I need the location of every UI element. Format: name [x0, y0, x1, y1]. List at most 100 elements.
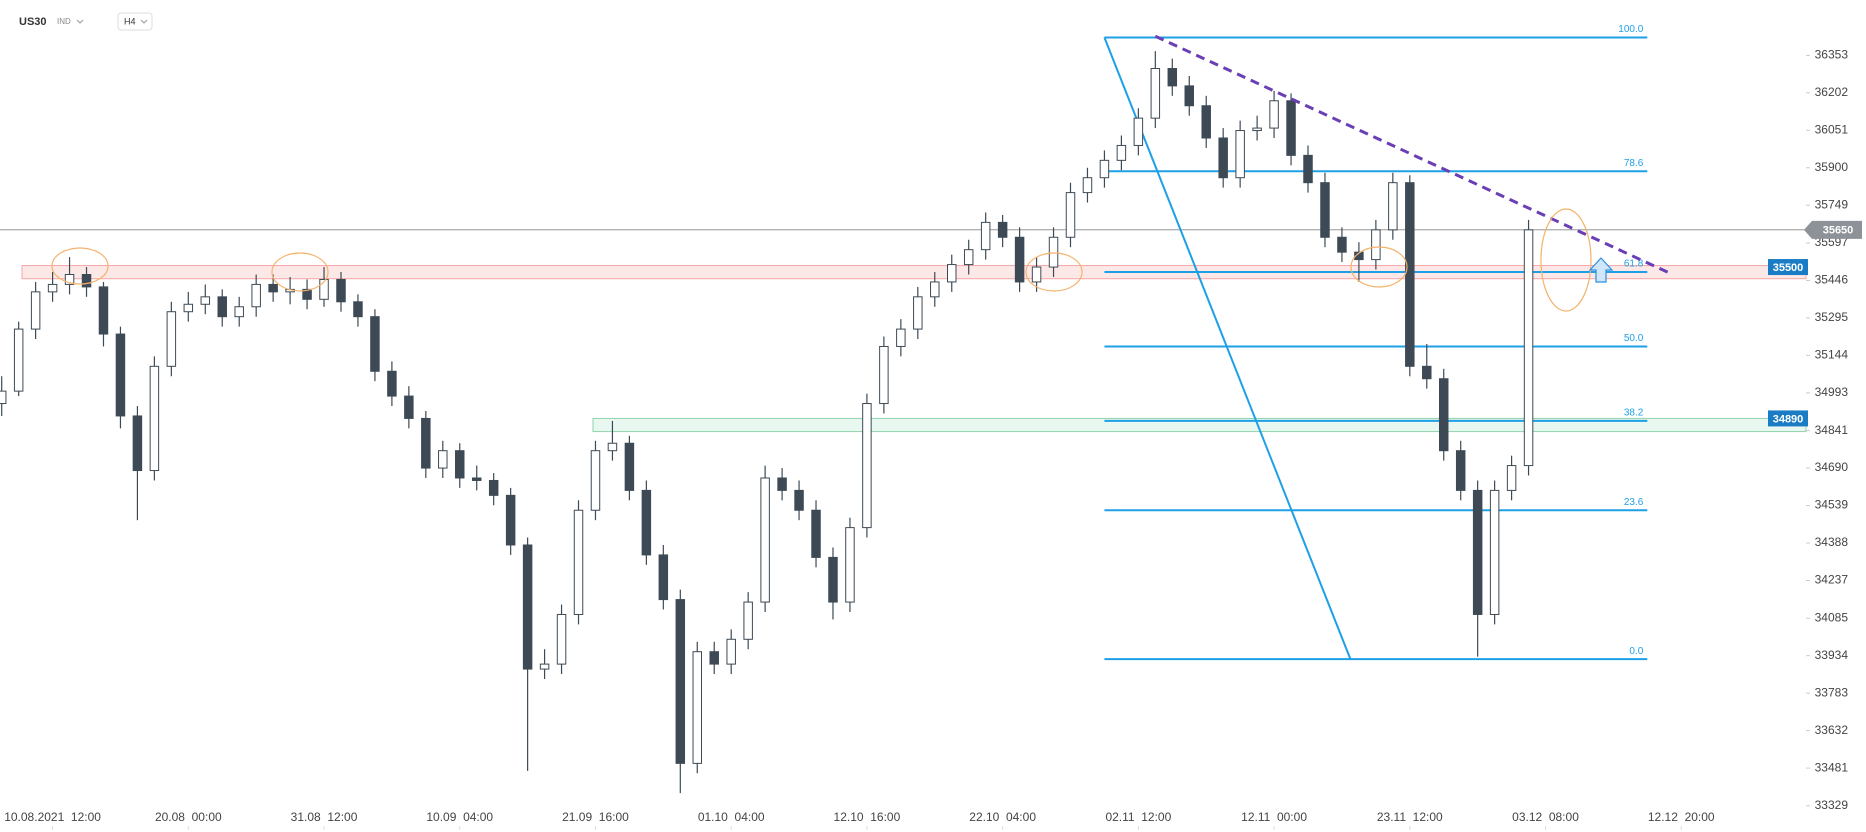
candle-body: [1455, 450, 1466, 491]
x-tick-label: 21.09 16:00: [562, 810, 629, 824]
fib-label: 78.6: [1624, 158, 1644, 169]
candle-body: [319, 278, 329, 300]
fib-layer: 100.0 78.6 61.8 50.0 38.2 23.6 0.0: [1103, 24, 1648, 661]
candle-body: [115, 333, 126, 417]
candle-body: [234, 306, 244, 318]
y-tick-label: 34237: [1815, 573, 1849, 587]
candles-layer: [0, 51, 1534, 794]
candle-body: [980, 221, 991, 251]
candle-body: [1286, 100, 1296, 156]
interval-button[interactable]: [117, 12, 153, 31]
x-tick-label: 22.10 04:00: [969, 810, 1036, 824]
candle-body: [1303, 154, 1313, 184]
candle-body: [1048, 236, 1059, 268]
zone-badge: [1768, 410, 1808, 427]
fib-label: 100.0: [1618, 24, 1643, 35]
candle-body: [1252, 127, 1262, 132]
fib-label: 38.2: [1624, 408, 1644, 419]
candle-body: [149, 365, 160, 472]
candle-body: [1371, 229, 1381, 261]
candle-body: [573, 509, 584, 615]
candle-body: [1082, 177, 1093, 194]
market: IND: [57, 17, 71, 26]
y-tick-label: 33783: [1815, 685, 1849, 699]
highlights: [51, 208, 1592, 312]
candle-body: [1150, 68, 1161, 119]
x-tick-label: 20.08 00:00: [155, 810, 222, 824]
candle-body: [913, 296, 923, 330]
y-tick-label: 35446: [1815, 273, 1849, 287]
highlight: [1025, 252, 1083, 292]
x-tick-label: 02.11 12:00: [1105, 810, 1171, 824]
candle-body: [590, 450, 601, 511]
y-tick-label: 34085: [1815, 610, 1849, 624]
y-tick-label: 35749: [1815, 197, 1849, 211]
candle-body: [217, 296, 227, 318]
candle-body: [845, 527, 855, 603]
candle-body: [1388, 182, 1398, 231]
fib-label: 50.0: [1624, 333, 1644, 344]
candle-body: [471, 477, 482, 481]
candle-body: [13, 328, 24, 392]
y-tick-label: 33934: [1815, 648, 1849, 662]
candle-body: [268, 283, 278, 293]
candle-body: [930, 281, 940, 298]
y-tick-label: 35144: [1815, 348, 1849, 362]
candle-body: [726, 638, 736, 665]
candle-body: [760, 477, 770, 603]
y-tick-label: 34690: [1815, 460, 1849, 474]
candle-body: [183, 303, 194, 313]
dropdown-icon[interactable]: [76, 19, 84, 24]
highlight: [1540, 208, 1592, 312]
symbol[interactable]: US30: [19, 16, 47, 28]
candle-body: [1523, 229, 1534, 467]
candle-body: [794, 489, 804, 511]
fib-swing: [1103, 37, 1352, 660]
candle-body: [879, 345, 889, 405]
y-tick-label: 34539: [1815, 498, 1849, 512]
fib-label: 23.6: [1624, 497, 1644, 508]
candle-body: [1133, 117, 1144, 146]
y-tick-label: 33329: [1815, 798, 1849, 812]
candle-body: [963, 249, 974, 266]
candle-body: [1014, 236, 1025, 283]
candle-body: [438, 450, 448, 469]
candle-body: [1506, 465, 1517, 491]
candle-body: [556, 613, 567, 665]
candle-body: [421, 417, 431, 469]
candle-body: [1167, 68, 1178, 87]
candle-body: [1438, 378, 1449, 452]
candle-body: [539, 663, 550, 670]
y-tick-label: 34388: [1815, 535, 1849, 549]
candle-body: [455, 450, 465, 479]
candle-body: [302, 288, 312, 300]
x-tick-label: 01.10 04:00: [698, 810, 765, 824]
highlight: [51, 247, 109, 285]
candle-body: [1320, 182, 1330, 238]
candle-body: [1116, 144, 1127, 161]
y-tick-label: 35295: [1815, 310, 1849, 324]
highlight: [271, 252, 329, 292]
zone-badge: [1768, 259, 1808, 276]
candle-body: [743, 601, 753, 640]
highlight: [1350, 246, 1408, 288]
x-tick-label: 12.12 20:00: [1648, 810, 1715, 824]
candle-body: [1354, 251, 1364, 261]
candle-body: [675, 599, 686, 764]
x-tick-label: 12.10 16:00: [834, 810, 901, 824]
last-price-label: 35650: [1823, 225, 1854, 237]
candle-body: [251, 283, 261, 308]
candle-body: [896, 328, 906, 347]
axis-layer: 3635336202360513590035749355973544635295…: [0, 48, 1848, 830]
candle-body: [30, 291, 41, 330]
trendline: [1154, 34, 1674, 276]
candle-body: [624, 442, 635, 491]
candle-body: [1065, 192, 1076, 238]
candle-body: [947, 264, 957, 283]
candle-body: [1472, 489, 1483, 615]
candle-body: [607, 442, 618, 452]
x-tick-label: 03.12 08:00: [1512, 810, 1579, 824]
y-tick-label: 36202: [1815, 85, 1849, 99]
